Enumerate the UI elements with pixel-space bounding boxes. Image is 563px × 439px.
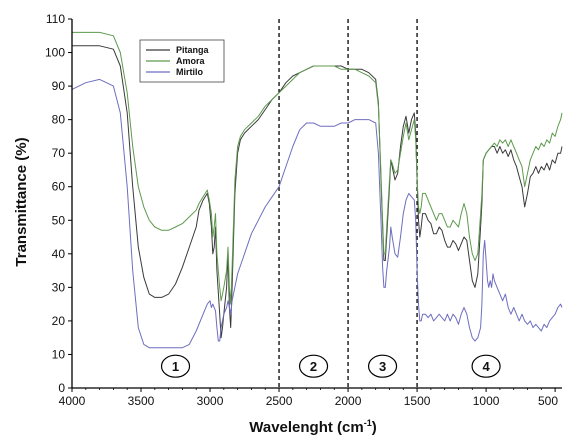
x-tick-label: 1000 (473, 394, 500, 408)
series-line-amora (72, 31, 563, 305)
legend-label-pitanga: Pitanga (176, 45, 210, 55)
region-label: 2 (310, 359, 317, 374)
x-axis-title: Wavelenght (cm-1) (249, 418, 376, 436)
y-tick-label: 0 (58, 381, 65, 395)
y-tick-label: 60 (52, 180, 66, 194)
series-lines (71, 31, 563, 349)
axes (71, 19, 562, 389)
x-tick-label: 3500 (128, 394, 155, 408)
x-tick-label: 4000 (59, 394, 86, 408)
region-circle (367, 354, 398, 378)
region-circle (298, 354, 329, 378)
y-tick-label: 10 (52, 347, 66, 361)
x-tick-label: 500 (538, 394, 558, 408)
region-divider-lines (278, 19, 418, 388)
series-line-pitanga (72, 45, 563, 339)
series-line-mirtilo (71, 78, 563, 349)
region-circle (471, 354, 501, 378)
x-tick-label: 2000 (335, 394, 362, 408)
x-axis-title-superscript: -1 (364, 418, 372, 428)
y-tick-label: 50 (52, 213, 66, 227)
y-tick-label: 80 (52, 113, 66, 127)
legend-label-mirtilo: Mirtilo (176, 67, 203, 77)
y-tick-label: 20 (52, 314, 66, 328)
region-label: 3 (379, 359, 386, 374)
x-axis-title-main: Wavelenght (cm (249, 419, 363, 436)
region-label: 1 (172, 359, 179, 374)
x-tick-label: 2500 (266, 394, 293, 408)
x-axis-title-close: ) (372, 419, 377, 436)
y-tick-label: 40 (52, 247, 66, 261)
y-tick-label: 70 (52, 146, 66, 160)
y-tick-label: 110 (46, 12, 65, 26)
region-label: 4 (482, 359, 490, 374)
x-tick-label: 1500 (404, 394, 431, 408)
legend-label-amora: Amora (176, 56, 206, 66)
region-markers: 1 2 3 4 (160, 354, 501, 378)
y-axis-title: Transmittance (%) (13, 137, 30, 266)
x-tick-label: 3000 (197, 394, 224, 408)
region-circle (160, 354, 191, 378)
y-tick-label: 90 (52, 79, 66, 93)
y-tick-label: 100 (45, 46, 65, 60)
y-tick-label: 30 (52, 280, 66, 294)
